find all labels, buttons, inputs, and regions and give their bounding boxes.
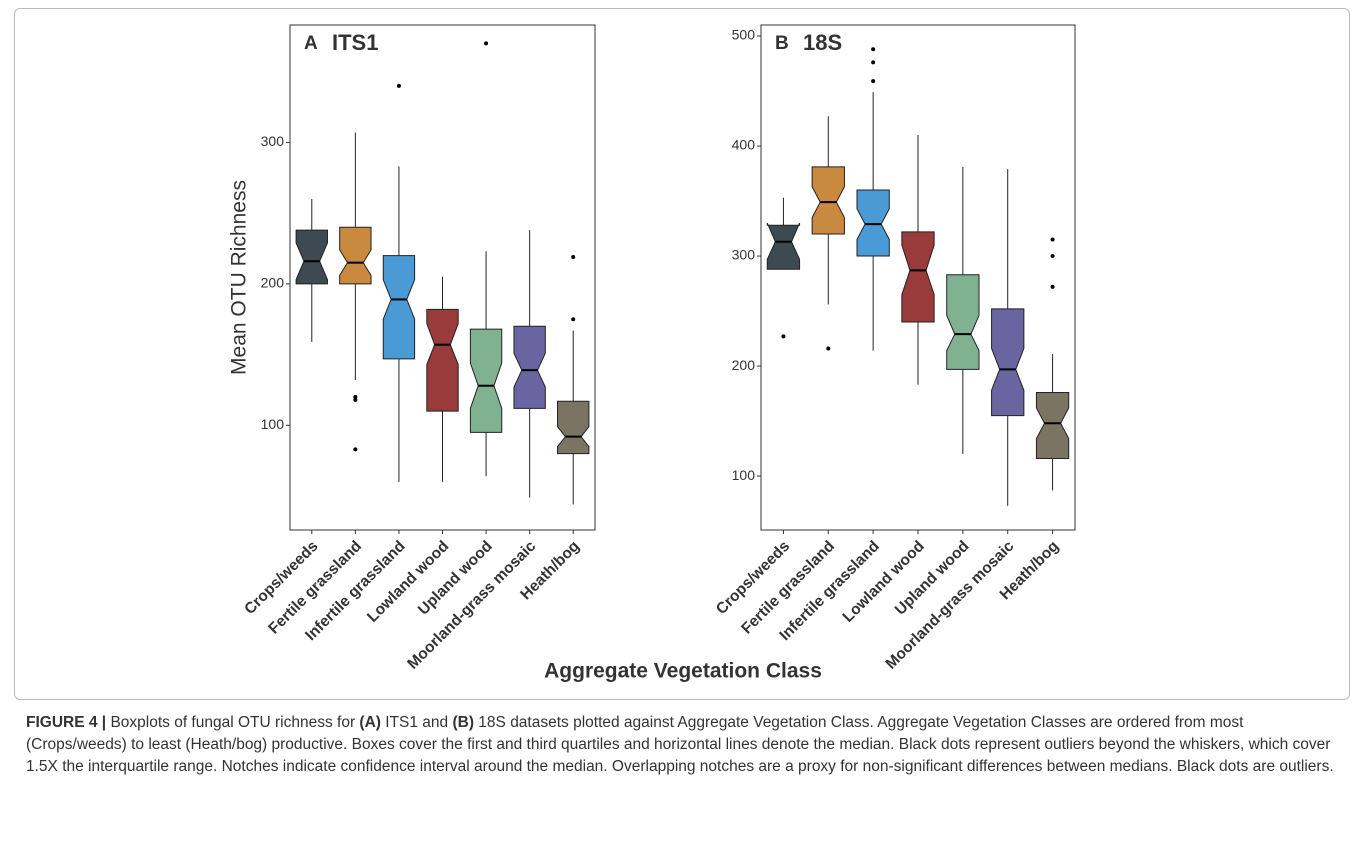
box xyxy=(426,308,459,412)
y-tick-label: 200 xyxy=(732,357,756,373)
box xyxy=(991,308,1025,417)
outlier xyxy=(353,395,358,400)
x-tick-label: Lowland wood xyxy=(840,538,928,626)
y-tick-label: 200 xyxy=(261,275,285,291)
y-tick-label: 100 xyxy=(732,467,756,483)
outlier xyxy=(871,79,876,84)
y-tick-label: 300 xyxy=(732,247,756,263)
box xyxy=(382,255,416,360)
box xyxy=(901,231,935,323)
caption-text: (A) xyxy=(359,714,381,731)
y-tick-label: 100 xyxy=(261,416,285,432)
outlier xyxy=(396,83,401,88)
outlier xyxy=(1050,237,1055,242)
figure: A ITS1 100 200 300 Mean OTU Richness Crops/wee… xyxy=(228,24,1076,683)
box xyxy=(856,189,890,257)
outlier xyxy=(571,254,576,259)
outlier xyxy=(781,334,786,339)
box xyxy=(766,222,801,270)
outlier xyxy=(353,447,358,452)
box xyxy=(469,328,503,433)
x-axis-label: Aggregate Vegetation Class xyxy=(544,660,822,683)
y-tick-label: 500 xyxy=(732,27,756,43)
y-tick-label: 400 xyxy=(732,137,756,153)
caption-text: ITS1 and xyxy=(380,714,453,731)
box xyxy=(557,400,590,455)
box xyxy=(811,166,845,235)
outlier xyxy=(871,47,876,52)
y-axis-label: Mean OTU Richness xyxy=(228,180,251,375)
outlier xyxy=(1050,254,1055,259)
box xyxy=(1035,391,1070,459)
panel-title: 18S xyxy=(803,30,842,55)
panel-title: ITS1 xyxy=(332,30,378,55)
outlier xyxy=(353,397,358,402)
caption-text: 18S datasets plotted against Aggregate V… xyxy=(26,714,1334,775)
figure-frame xyxy=(14,8,1350,700)
caption: FIGURE 4 | Boxplots of fungal OTU richne… xyxy=(26,712,1336,778)
x-tick-label: Crops/weeds xyxy=(241,538,321,618)
outlier xyxy=(826,346,831,351)
caption-text: (B) xyxy=(452,714,474,731)
box xyxy=(946,274,980,370)
y-tick-label: 300 xyxy=(261,133,285,149)
outlier xyxy=(484,41,489,46)
box xyxy=(513,325,546,409)
outlier xyxy=(571,317,576,322)
outlier xyxy=(871,60,876,65)
outlier xyxy=(1050,284,1055,289)
caption-text: FIGURE 4 | xyxy=(26,714,107,731)
box xyxy=(339,226,372,285)
panel-label: B xyxy=(775,33,789,54)
panel-label: A xyxy=(304,33,318,54)
caption-text: Boxplots of fungal OTU richness for xyxy=(106,714,360,731)
box xyxy=(295,229,328,285)
